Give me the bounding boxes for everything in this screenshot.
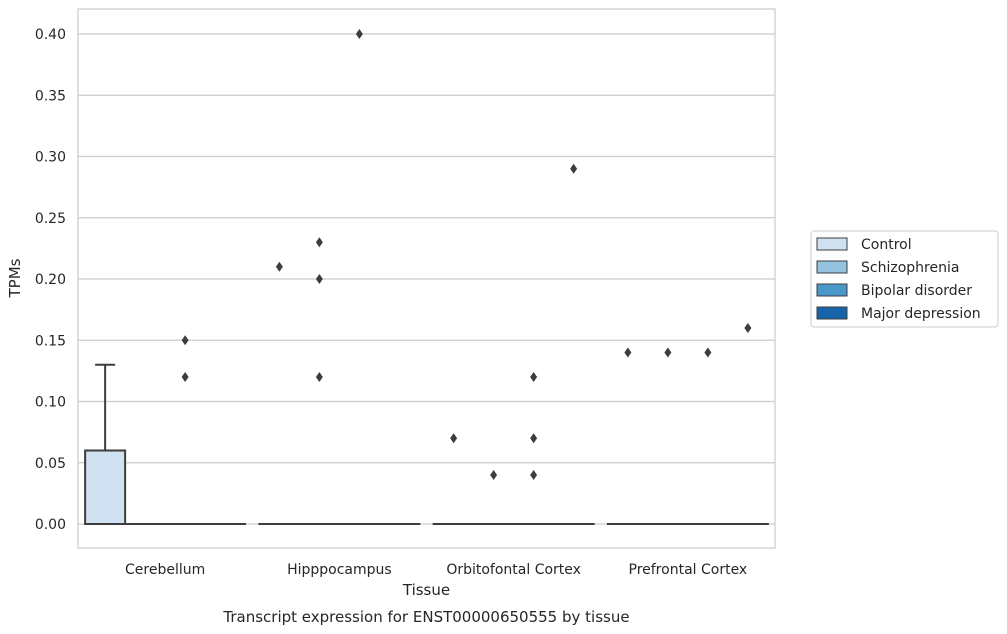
outlier-point	[181, 372, 189, 382]
outlier-point	[275, 261, 283, 272]
outlier-point	[664, 347, 672, 358]
outlier-point	[530, 433, 538, 444]
box-group	[552, 163, 595, 526]
y-axis-title: TPMs	[6, 258, 24, 298]
legend-label: Schizophrenia	[861, 260, 959, 276]
outlier-point	[450, 433, 458, 444]
legend-label: Major depression	[861, 306, 981, 322]
box-group	[726, 323, 769, 526]
outlier-point	[744, 323, 752, 333]
x-tick-label: Cerebellum	[125, 562, 205, 578]
outlier-point	[315, 237, 323, 248]
x-tick-label: Orbitofontal Cortex	[446, 562, 581, 578]
box-group	[258, 261, 301, 526]
x-tick-label: Hipppocampus	[287, 562, 392, 578]
outlier-point	[355, 29, 363, 39]
legend-swatch	[816, 260, 848, 274]
gridlines	[78, 33, 775, 525]
box-group	[84, 363, 127, 525]
boxes	[84, 29, 769, 526]
box-group	[338, 29, 381, 526]
plot-frame	[77, 8, 776, 549]
outlier-point	[315, 372, 323, 382]
y-tick-label: 0.20	[35, 272, 66, 288]
outlier-point	[530, 372, 538, 382]
box-group	[512, 372, 555, 526]
outlier-point	[530, 470, 538, 480]
outlier-point	[490, 470, 498, 480]
box-group	[432, 433, 475, 526]
box-group	[606, 347, 649, 526]
tick-labels: 0.00 0.05 0.10 0.15 0.20 0.25 0.30 0.35 0.40 Cere…	[35, 27, 747, 578]
legend-label: Control	[861, 237, 912, 253]
outlier-point	[181, 335, 189, 346]
legend-label: Bipolar disorder	[861, 283, 972, 299]
outlier-point	[315, 274, 323, 284]
x-tick-label: Prefrontal Cortex	[629, 562, 748, 578]
y-tick-label: 0.00	[35, 517, 66, 533]
legend: Control Schizophrenia Bipolar disorder Majo…	[810, 230, 999, 328]
box-group	[686, 347, 729, 526]
chart-caption: Transcript expression for ENST0000065055…	[222, 608, 629, 626]
box-group	[298, 237, 341, 526]
box-group	[472, 470, 515, 526]
y-tick-label: 0.40	[35, 27, 66, 43]
box-group	[164, 335, 207, 526]
y-tick-label: 0.10	[35, 395, 66, 411]
box-group	[646, 347, 689, 526]
legend-swatch	[816, 237, 848, 251]
y-tick-label: 0.15	[35, 333, 66, 349]
legend-swatch	[816, 283, 848, 297]
outlier-point	[570, 163, 578, 174]
y-tick-label: 0.35	[35, 88, 66, 104]
outlier-point	[704, 347, 712, 358]
y-tick-label: 0.25	[35, 211, 66, 227]
legend-swatch	[816, 306, 848, 320]
legend-frame	[810, 230, 999, 328]
x-axis-title: Tissue	[402, 581, 450, 599]
y-tick-label: 0.05	[35, 456, 66, 472]
box	[84, 449, 127, 525]
outlier-point	[624, 347, 632, 358]
y-tick-label: 0.30	[35, 150, 66, 166]
